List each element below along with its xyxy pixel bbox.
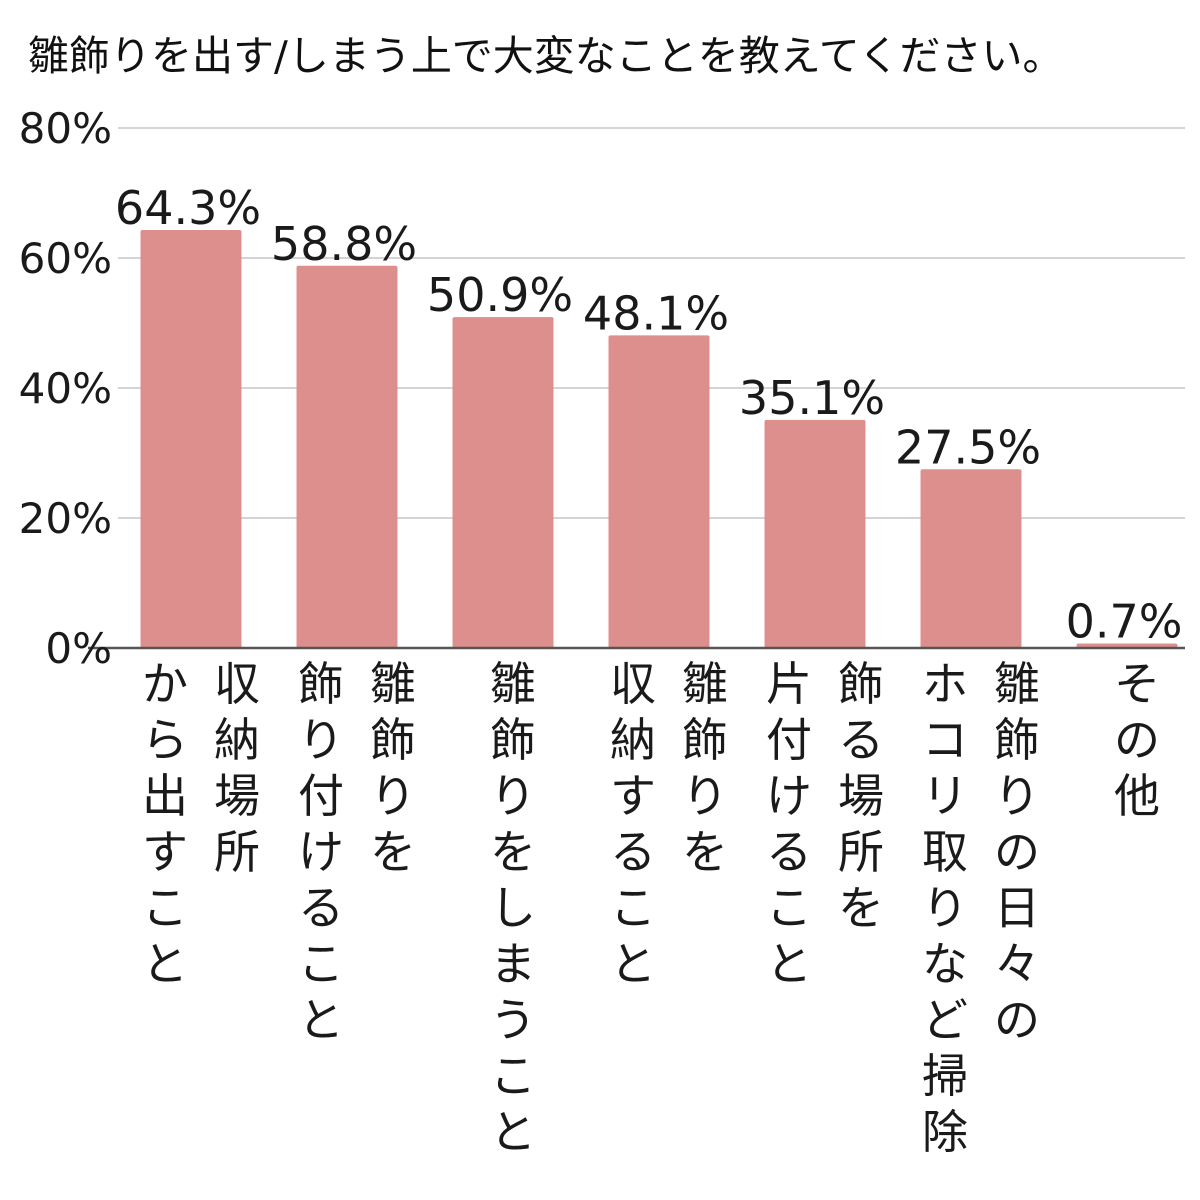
category-label-0-line-0: 収納場所 [214,657,260,879]
chart-title: 雛飾りを出す/しまう上で大変なことを教えてください。 [28,32,1064,80]
category-label-4-line-1: 片付けること [766,657,812,991]
y-tick-label-20: 20% [19,494,112,543]
bar-4 [764,419,866,648]
value-label-1: 58.8% [271,217,417,271]
category-label-0-line-1: から出すこと [142,657,188,991]
y-tick-label-60: 60% [19,234,112,283]
bar-3 [608,335,710,648]
y-tick-label-40: 40% [19,364,112,413]
bar-5 [920,469,1022,648]
value-label-6: 0.7% [1066,594,1183,648]
value-label-4: 35.1% [739,371,885,425]
category-label-6-line-0: その他 [1114,657,1160,823]
value-label-3: 48.1% [583,286,729,340]
bar-0 [140,230,242,649]
value-label-2: 50.9% [427,268,573,322]
y-tick-label-0: 0% [45,624,112,673]
category-label-2-line-0: 雛飾りをしまうこと [490,657,536,1159]
value-label-0: 64.3% [115,181,261,235]
category-label-5-line-1: ホコリ取りなど掃除 [922,657,968,1159]
category-label-1-line-1: 飾り付けること [298,657,344,1047]
category-label-4-line-0: 飾る場所を [838,657,884,935]
bar-1 [296,265,398,648]
y-tick-label-80: 80% [19,104,112,153]
category-label-1-line-0: 雛飾りを [370,657,416,879]
category-label-6: その他 [1114,657,1160,823]
value-label-5: 27.5% [895,420,1041,474]
bar-2 [452,317,554,648]
category-label-3-line-0: 雛飾りを [682,657,728,879]
category-label-3-line-1: 収納すること [610,657,656,991]
category-label-5-line-0: 雛飾りの日々の [994,657,1040,1047]
category-label-2: 雛飾りをしまうこと [490,657,536,1159]
